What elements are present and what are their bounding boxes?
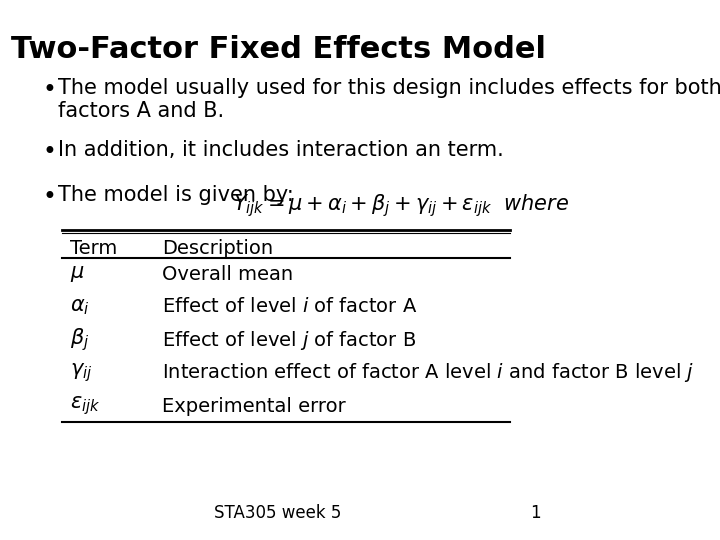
- Text: $\gamma_{ij}$: $\gamma_{ij}$: [70, 362, 92, 384]
- Text: $\beta_j$: $\beta_j$: [70, 327, 89, 353]
- Text: •: •: [42, 140, 56, 164]
- Text: The model usually used for this design includes effects for both
factors A and B: The model usually used for this design i…: [58, 78, 720, 121]
- Text: Two-Factor Fixed Effects Model: Two-Factor Fixed Effects Model: [11, 35, 546, 64]
- Text: •: •: [42, 185, 56, 209]
- Text: Description: Description: [162, 239, 274, 258]
- Text: $\varepsilon_{ijk}$: $\varepsilon_{ijk}$: [70, 395, 100, 417]
- Text: 1: 1: [530, 504, 541, 522]
- Text: Overall mean: Overall mean: [162, 265, 293, 284]
- Text: Effect of level $j$ of factor B: Effect of level $j$ of factor B: [162, 328, 416, 352]
- Text: Interaction effect of factor A level $i$ and factor B level $j$: Interaction effect of factor A level $i$…: [162, 361, 694, 384]
- Text: In addition, it includes interaction an term.: In addition, it includes interaction an …: [58, 140, 504, 160]
- Text: The model is given by:: The model is given by:: [58, 185, 307, 205]
- Text: $\alpha_i$: $\alpha_i$: [70, 297, 89, 317]
- Text: STA305 week 5: STA305 week 5: [215, 504, 342, 522]
- Text: Term: Term: [70, 239, 117, 258]
- Text: Effect of level $i$ of factor A: Effect of level $i$ of factor A: [162, 298, 418, 316]
- Text: $Y_{ijk} = \mu + \alpha_i + \beta_j + \gamma_{ij} + \varepsilon_{ijk}$  where: $Y_{ijk} = \mu + \alpha_i + \beta_j + \g…: [233, 192, 570, 219]
- Text: Experimental error: Experimental error: [162, 396, 346, 415]
- Text: $\mu$: $\mu$: [70, 264, 84, 284]
- Text: •: •: [42, 78, 56, 102]
